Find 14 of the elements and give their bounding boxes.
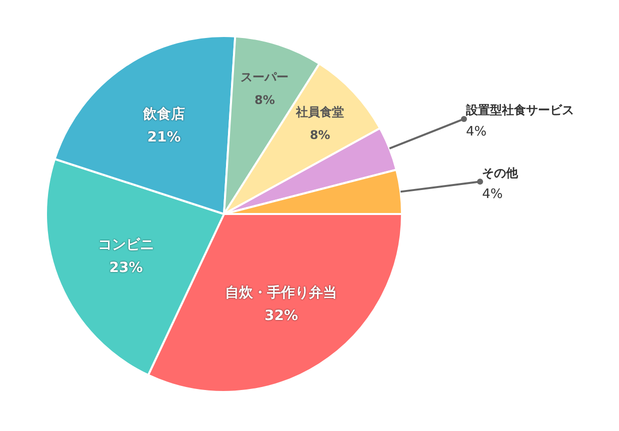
slice-label: 自炊・手作り弁当: [225, 284, 338, 301]
data-label: 23%: [109, 260, 143, 276]
slice-label: 設置型社食サービス: [464, 103, 574, 118]
data-label: 4%: [466, 124, 487, 140]
data-label: 21%: [147, 129, 181, 146]
slice-label: 社員食堂: [295, 104, 344, 119]
slice-label: スーパー: [240, 70, 289, 84]
data-label: 4%: [482, 187, 503, 202]
slice-label: その他: [482, 166, 520, 180]
data-label: 32%: [264, 308, 298, 324]
slice-label: コンビニ: [98, 237, 154, 254]
data-label: 8%: [254, 92, 275, 107]
slice-label: 飲食店: [142, 105, 185, 122]
data-label: 8%: [310, 128, 330, 142]
